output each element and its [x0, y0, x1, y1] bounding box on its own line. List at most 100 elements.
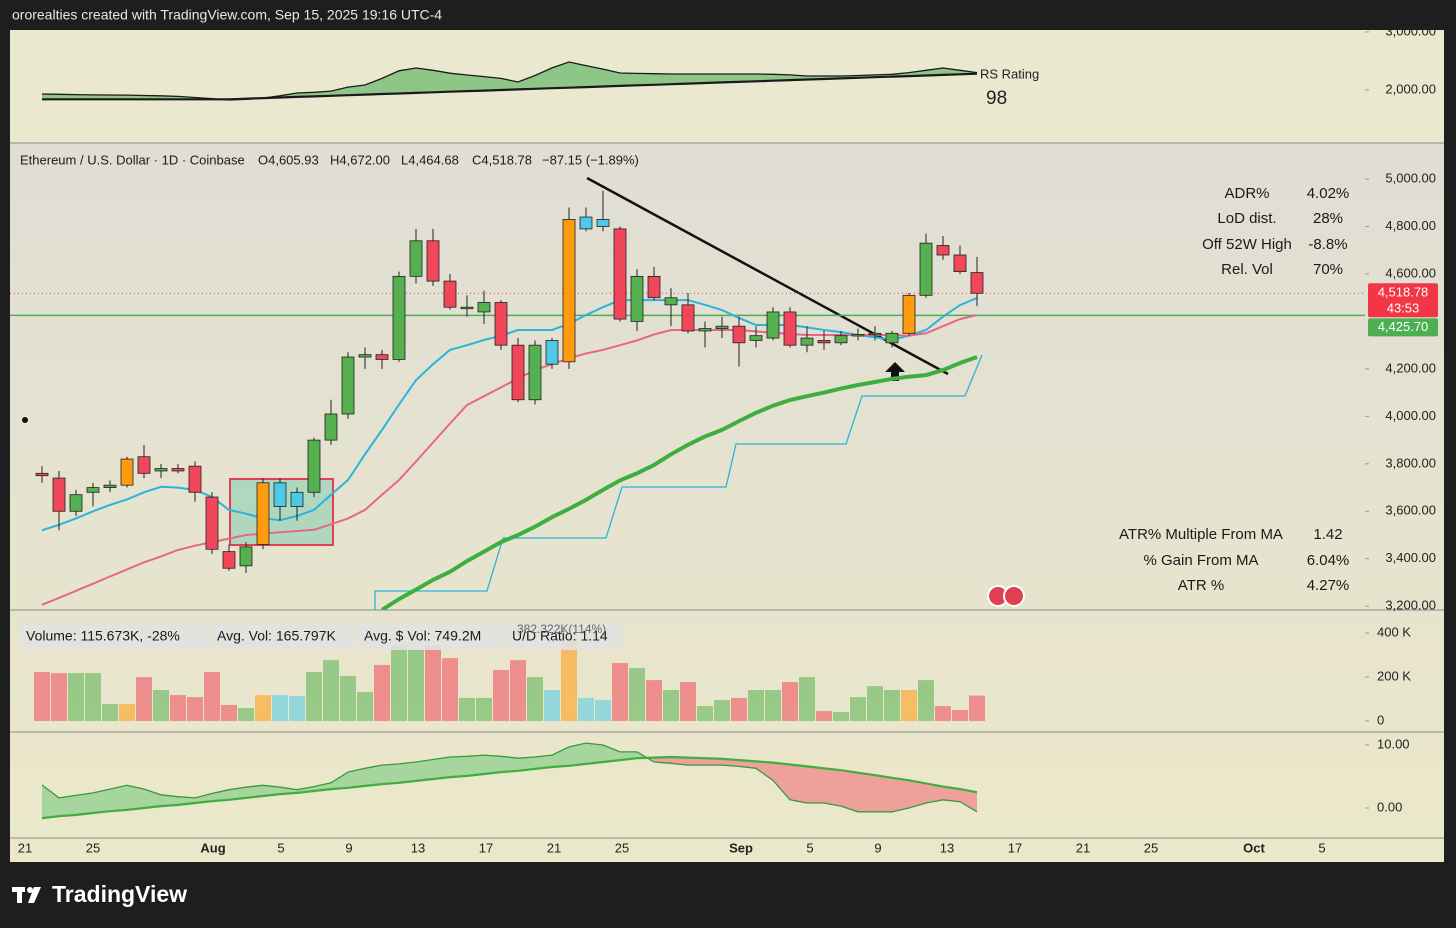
volume-bar [969, 695, 985, 722]
candle-body [222, 551, 236, 569]
x-tick-label: Sep [729, 840, 753, 855]
fill-area [756, 761, 773, 781]
x-tick-label: 21 [547, 840, 561, 855]
stat-label: ATR% Multiple From MA [1119, 526, 1283, 543]
fill-area [467, 755, 484, 776]
fill-area [348, 84, 365, 96]
volume-bar [833, 711, 849, 722]
y-tick-label: 200 K [1377, 668, 1411, 683]
candle-body [307, 439, 321, 493]
x-tick-label: 17 [1008, 840, 1022, 855]
fill-area [450, 73, 467, 92]
x-tick-label: 21 [18, 840, 32, 855]
fill-area [722, 73, 739, 83]
fill-area [892, 777, 909, 812]
candle-body [545, 340, 559, 365]
x-tick-label: 13 [411, 840, 425, 855]
candle-body [341, 356, 355, 415]
volume-bar [442, 658, 458, 722]
fill-area [76, 792, 93, 815]
fill-area [110, 94, 127, 100]
fill-area [93, 789, 110, 814]
fill-area [93, 94, 110, 100]
candle-body [188, 465, 202, 493]
y-tick-label: 2,000.00 [1385, 81, 1436, 96]
fill-area [416, 67, 433, 93]
volume-bar [391, 645, 407, 722]
candle-body [239, 546, 253, 567]
candle-body [834, 335, 848, 344]
x-tick-label: 21 [1076, 840, 1090, 855]
y-tick-label: 4,200.00 [1385, 360, 1436, 375]
candle-body [562, 219, 576, 363]
y-tick-label: 400 K [1377, 625, 1411, 640]
volume-bar [952, 710, 968, 722]
candle-body [647, 275, 661, 299]
candle-body [953, 254, 967, 273]
volume-bar [187, 697, 203, 722]
ohlc-label: O4,605.93 [258, 152, 319, 167]
stat-value: 28% [1313, 210, 1343, 227]
candle-body [477, 302, 491, 313]
volume-bar [306, 671, 322, 722]
line [41, 61, 978, 101]
y-tick-label: 0.00 [1377, 799, 1402, 814]
candle-body [409, 240, 423, 277]
fill-area [586, 743, 603, 764]
x-tick-label: 13 [940, 840, 954, 855]
stat-label: % Gain From MA [1143, 552, 1258, 569]
fill-area [59, 94, 76, 100]
candle-body [324, 413, 338, 441]
fill-area [416, 759, 433, 781]
volume-bar [68, 673, 84, 722]
candle-body [273, 482, 287, 507]
candle-body [137, 456, 151, 474]
volume-bar [697, 706, 713, 722]
candle-body [613, 228, 627, 320]
volume-bar [357, 691, 373, 722]
fill-area [331, 87, 348, 96]
candle-body [120, 458, 134, 486]
candle-body [52, 477, 66, 512]
fill-area [620, 72, 637, 86]
dot [22, 417, 28, 423]
volume-bar [918, 680, 934, 722]
candle-body [86, 487, 100, 493]
candle-body [851, 334, 865, 337]
candle-body [69, 494, 83, 512]
plot-area [41, 61, 978, 101]
fill-area [875, 775, 892, 812]
volume-bar [136, 677, 152, 722]
fill-area [756, 73, 773, 82]
volume-bar [476, 697, 492, 722]
candle-body [256, 482, 270, 545]
candle-body [936, 245, 950, 256]
fill-area [161, 794, 178, 807]
fill-area [518, 75, 535, 90]
chart-panel [10, 30, 1444, 862]
y-tick-label: 5,000.00 [1385, 171, 1436, 186]
candle-body [664, 297, 678, 306]
legend-box [211, 623, 355, 650]
fill-area [552, 746, 569, 768]
fill-area [365, 78, 382, 95]
fill-area [246, 785, 263, 798]
candle-body [511, 344, 525, 401]
volume-bar [884, 690, 900, 722]
stat-label: ATR % [1178, 577, 1224, 594]
candle-body [885, 332, 899, 344]
legend-text: Volume: 115.673K, -28% [26, 628, 180, 644]
fill-area [841, 770, 858, 812]
fill-area [943, 786, 960, 802]
volume-bar [748, 690, 764, 722]
fill-area [433, 756, 450, 780]
candle-body [715, 325, 729, 329]
fill-area [773, 74, 790, 81]
y-tick-label: 3,800.00 [1385, 455, 1436, 470]
volume-bar [493, 670, 509, 722]
stat-label: Rel. Vol [1221, 261, 1273, 278]
volume-bar [714, 700, 730, 722]
stat-value: 4.02% [1307, 185, 1350, 202]
fill-area [127, 785, 144, 810]
